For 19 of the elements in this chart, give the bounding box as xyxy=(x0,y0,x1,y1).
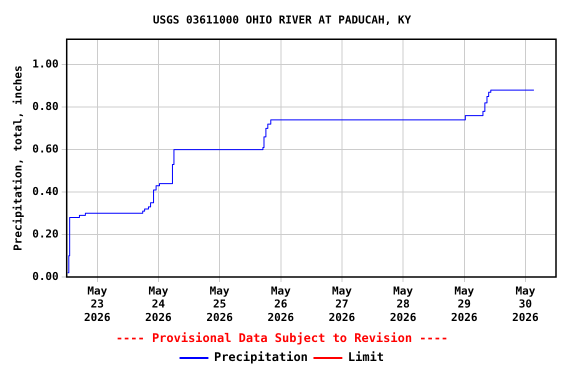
x-tick-label: May 30 2026 xyxy=(512,284,540,324)
x-tick-label: May 28 2026 xyxy=(390,284,417,324)
x-tick-label: May 23 2026 xyxy=(84,284,111,324)
text: ---- Provisional Data Subject to Revision ---- xyxy=(116,330,448,345)
y-tick-label: 1.00 xyxy=(32,58,59,71)
y-tick-label: 0.80 xyxy=(32,100,59,113)
x-tick-label: May 27 2026 xyxy=(328,284,356,324)
x-tick-label: May 25 2026 xyxy=(206,284,234,324)
x-tick-label: May 24 2026 xyxy=(145,284,172,324)
x-tick-label: May 26 2026 xyxy=(268,284,294,324)
y-tick-label: 0.00 xyxy=(32,270,59,283)
y-tick-label: 0.40 xyxy=(32,184,59,198)
legend-label: Precipitation xyxy=(214,350,308,364)
x-tick-label: May 29 2026 xyxy=(451,284,478,324)
y-tick-label: 0.20 xyxy=(32,227,59,240)
legend-label: Limit xyxy=(348,350,384,364)
y-tick-label: 0.60 xyxy=(32,142,59,156)
chart-title: USGS 03611000 OHIO RIVER AT PADUCAH, KY xyxy=(152,13,412,26)
y-axis-title: Precipitation, total, inches xyxy=(11,65,24,251)
